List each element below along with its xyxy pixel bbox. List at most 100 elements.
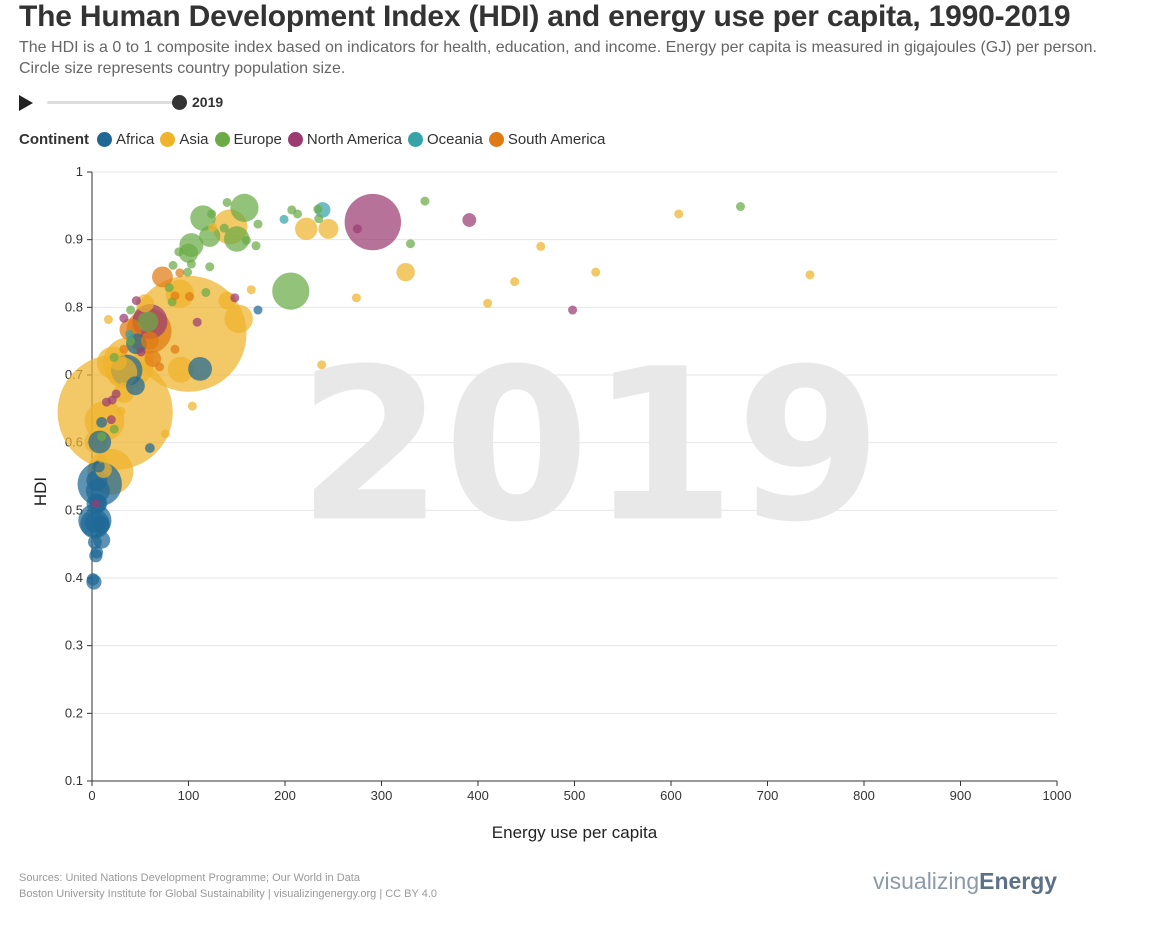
data-point-north-america[interactable] bbox=[462, 213, 477, 227]
data-point-europe[interactable] bbox=[186, 259, 196, 269]
data-point-europe[interactable] bbox=[313, 204, 323, 214]
data-point-asia[interactable] bbox=[187, 401, 197, 411]
data-point-asia[interactable] bbox=[160, 429, 170, 439]
data-point-europe[interactable] bbox=[241, 235, 251, 245]
data-point-africa[interactable] bbox=[145, 443, 155, 453]
x-tick-label: 300 bbox=[371, 788, 393, 803]
data-point-north-america[interactable] bbox=[344, 193, 402, 251]
data-point-north-america[interactable] bbox=[136, 347, 146, 357]
data-point-europe[interactable] bbox=[735, 202, 745, 212]
data-point-asia[interactable] bbox=[116, 407, 126, 417]
data-point-north-america[interactable] bbox=[352, 224, 362, 234]
data-point-asia[interactable] bbox=[483, 298, 493, 308]
y-tick-label: 0.8 bbox=[65, 299, 83, 314]
data-point-europe[interactable] bbox=[178, 243, 199, 263]
data-point-asia[interactable] bbox=[246, 285, 256, 295]
legend-label-oceania: Oceania bbox=[426, 130, 483, 148]
legend-swatch-south-america bbox=[488, 131, 504, 147]
data-point-europe[interactable] bbox=[207, 209, 217, 219]
data-point-asia[interactable] bbox=[591, 267, 601, 277]
data-point-africa[interactable] bbox=[90, 546, 104, 559]
data-point-oceania[interactable] bbox=[279, 214, 289, 224]
data-point-europe[interactable] bbox=[126, 336, 136, 346]
data-point-europe[interactable] bbox=[253, 219, 263, 229]
data-point-europe[interactable] bbox=[109, 352, 119, 362]
data-point-north-america[interactable] bbox=[131, 296, 141, 306]
data-point-europe[interactable] bbox=[174, 247, 184, 257]
legend-item-europe[interactable]: Europe bbox=[214, 131, 282, 148]
data-point-europe[interactable] bbox=[183, 267, 193, 277]
data-point-europe[interactable] bbox=[222, 197, 232, 207]
data-point-africa[interactable] bbox=[87, 535, 102, 550]
data-point-asia[interactable] bbox=[208, 222, 218, 232]
data-point-europe[interactable] bbox=[201, 287, 211, 297]
legend-item-south-america[interactable]: South America bbox=[488, 131, 605, 148]
data-point-asia[interactable] bbox=[167, 356, 194, 383]
legend-item-oceania[interactable]: Oceania bbox=[407, 130, 483, 148]
data-point-asia[interactable] bbox=[317, 360, 327, 370]
data-point-europe[interactable] bbox=[205, 262, 215, 272]
data-point-asia[interactable] bbox=[295, 217, 318, 241]
data-point-south-america[interactable] bbox=[155, 362, 165, 372]
year-slider-handle[interactable] bbox=[172, 95, 187, 110]
data-point-africa[interactable] bbox=[126, 376, 145, 396]
data-point-europe[interactable] bbox=[109, 424, 119, 434]
data-point-north-america[interactable] bbox=[230, 293, 240, 303]
year-slider-track[interactable] bbox=[47, 101, 177, 104]
year-slider-label: 2019 bbox=[192, 94, 224, 110]
data-point-europe[interactable] bbox=[224, 226, 250, 252]
data-point-north-america[interactable] bbox=[568, 305, 578, 315]
data-point-south-america[interactable] bbox=[144, 350, 162, 368]
data-point-north-america[interactable] bbox=[111, 389, 121, 399]
data-point-asia[interactable] bbox=[103, 315, 113, 325]
data-point-europe[interactable] bbox=[164, 283, 174, 293]
data-point-asia[interactable] bbox=[351, 293, 361, 303]
data-point-north-america[interactable] bbox=[119, 313, 129, 323]
data-point-south-america[interactable] bbox=[170, 291, 180, 301]
data-point-asia[interactable] bbox=[674, 209, 684, 219]
data-point-oceania[interactable] bbox=[125, 329, 135, 339]
data-point-europe[interactable] bbox=[219, 223, 229, 233]
data-point-south-america[interactable] bbox=[170, 344, 180, 354]
legend-item-north-america[interactable]: North America bbox=[287, 131, 402, 148]
data-point-asia[interactable] bbox=[224, 304, 253, 334]
data-point-asia[interactable] bbox=[805, 270, 815, 280]
data-point-asia[interactable] bbox=[536, 241, 546, 251]
data-point-asia[interactable] bbox=[510, 277, 520, 287]
data-point-europe[interactable] bbox=[97, 432, 107, 442]
data-point-south-america[interactable] bbox=[141, 331, 159, 350]
data-point-north-america[interactable] bbox=[91, 499, 101, 509]
data-point-north-america[interactable] bbox=[106, 415, 116, 425]
data-point-south-america[interactable] bbox=[119, 344, 129, 354]
data-point-africa[interactable] bbox=[92, 460, 105, 473]
data-point-south-america[interactable] bbox=[152, 266, 173, 288]
data-point-europe[interactable] bbox=[230, 193, 259, 222]
data-point-south-america[interactable] bbox=[175, 268, 185, 278]
data-point-south-america[interactable] bbox=[184, 292, 194, 302]
data-point-africa[interactable] bbox=[86, 573, 100, 586]
data-point-north-america[interactable] bbox=[192, 317, 202, 327]
data-point-asia[interactable] bbox=[318, 218, 339, 239]
data-point-africa[interactable] bbox=[93, 516, 110, 533]
data-point-europe[interactable] bbox=[251, 241, 261, 251]
data-point-europe[interactable] bbox=[126, 305, 136, 315]
data-point-europe[interactable] bbox=[293, 209, 303, 219]
legend-swatch-africa bbox=[96, 131, 112, 147]
legend-item-asia[interactable]: Asia bbox=[160, 131, 209, 148]
data-point-asia[interactable] bbox=[396, 262, 415, 282]
y-tick-label: 0.1 bbox=[65, 773, 83, 788]
data-point-africa[interactable] bbox=[188, 357, 212, 381]
data-point-asia[interactable] bbox=[136, 294, 155, 313]
data-point-europe[interactable] bbox=[272, 272, 310, 310]
data-point-europe[interactable] bbox=[420, 196, 430, 206]
data-point-europe[interactable] bbox=[137, 311, 159, 332]
data-point-asia[interactable] bbox=[97, 453, 107, 463]
play-icon[interactable] bbox=[19, 95, 33, 111]
data-point-africa[interactable] bbox=[96, 416, 108, 428]
x-axis-label: Energy use per capita bbox=[492, 823, 658, 842]
legend-item-africa[interactable]: Africa bbox=[96, 131, 154, 148]
data-point-europe[interactable] bbox=[314, 214, 324, 224]
data-point-europe[interactable] bbox=[168, 260, 178, 270]
data-point-europe[interactable] bbox=[405, 239, 415, 249]
data-point-africa[interactable] bbox=[253, 305, 263, 315]
